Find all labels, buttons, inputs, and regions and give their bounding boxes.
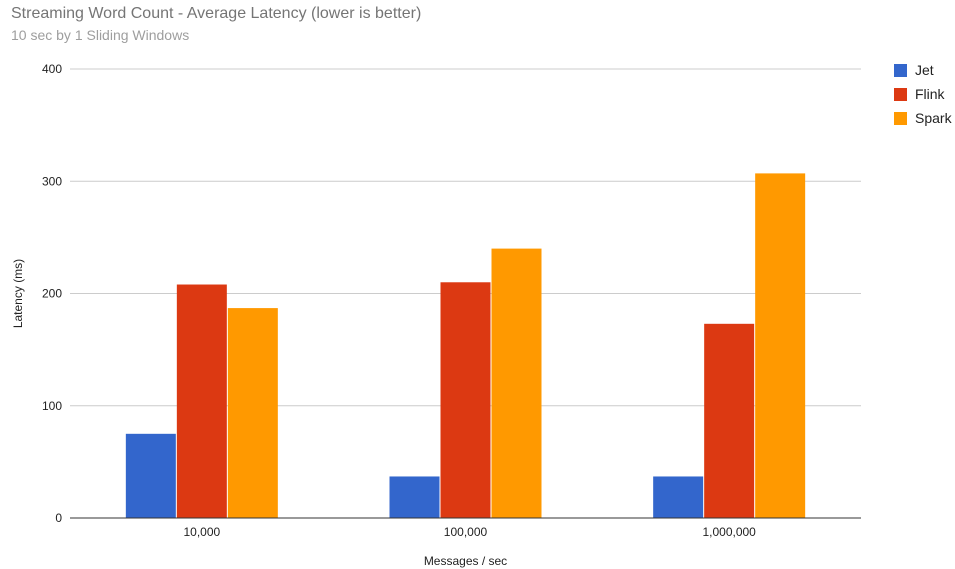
legend-item-spark: Spark [894,110,953,126]
legend-swatch [894,64,907,77]
x-tick-label: 1,000,000 [702,525,756,539]
y-axis-title: Latency (ms) [11,259,25,328]
bar-spark-2 [491,248,542,518]
legend-item-jet: Jet [894,62,934,78]
bar-flink-2 [440,282,491,518]
bar-flink-1 [176,284,227,518]
legend-label: Spark [915,110,953,126]
bar-spark-1 [227,308,278,518]
bar-flink-3 [704,323,755,518]
x-axis-ticks: 10,000 100,000 1,000,000 [183,525,756,539]
x-axis-title: Messages / sec [424,554,507,568]
chart-subtitle: 10 sec by 1 Sliding Windows [11,27,190,43]
legend-label: Flink [915,86,946,102]
legend-label: Jet [915,62,934,78]
bar-jet-3 [653,476,704,518]
y-tick-label: 200 [42,287,62,301]
legend-item-flink: Flink [894,86,946,102]
y-tick-label: 0 [55,511,62,525]
y-axis-ticks: 0 100 200 300 400 [42,62,62,525]
legend-swatch [894,112,907,125]
bar-jet-1 [125,433,176,518]
x-tick-label: 100,000 [444,525,488,539]
y-tick-label: 400 [42,62,62,76]
legend: Jet Flink Spark [894,62,953,126]
y-tick-label: 300 [42,174,62,188]
y-tick-label: 100 [42,399,62,413]
bars [125,173,806,518]
bar-jet-2 [389,476,440,518]
bar-spark-3 [755,173,806,518]
x-tick-label: 10,000 [183,525,220,539]
chart-title: Streaming Word Count - Average Latency (… [11,5,422,22]
legend-swatch [894,88,907,101]
